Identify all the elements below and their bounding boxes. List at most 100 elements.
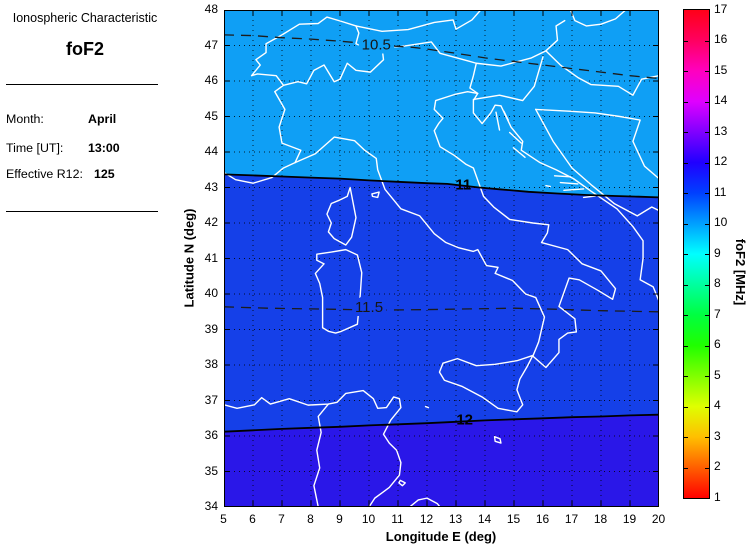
- x-tick-label: 5: [220, 512, 227, 526]
- divider-top: [6, 84, 158, 85]
- coastline-djerba: [409, 498, 439, 507]
- island-vis: [545, 185, 549, 186]
- colorbar-tick-label: 15: [714, 62, 728, 77]
- r12-field: Effective R12: 125: [6, 167, 176, 181]
- colorbar-tick-mark: [705, 437, 709, 438]
- r12-value: 125: [94, 167, 115, 181]
- y-tick-label: 37: [204, 392, 218, 407]
- colorbar-tick-mark: [684, 437, 688, 438]
- y-tick-label: 39: [204, 321, 218, 336]
- colorbar-tick-mark: [684, 193, 688, 194]
- y-tick-label: 46: [204, 73, 218, 87]
- x-tick-label: 19: [622, 512, 637, 526]
- y-tick-label: 34: [204, 499, 218, 513]
- contour-label-12: 12: [456, 411, 473, 428]
- contour-label-10.5: 10.5: [361, 36, 390, 53]
- plot-frame: [223, 9, 659, 507]
- colorbar-tick-mark: [684, 132, 688, 133]
- y-tick-label: 43: [204, 179, 218, 194]
- island-pag: [509, 132, 521, 143]
- colorbar-tick-label: 6: [714, 337, 721, 351]
- colorbar-tick-label: 7: [714, 306, 721, 321]
- y-tick-label: 42: [204, 215, 218, 229]
- y-tick-label: 38: [204, 357, 218, 371]
- island-hvar: [560, 182, 577, 183]
- colorbar-tick-mark: [684, 376, 688, 377]
- coastline-malta: [494, 436, 500, 442]
- border-austria-hungary: [545, 20, 564, 50]
- border-montenegro-albania: [614, 203, 659, 215]
- y-tick-label: 35: [204, 463, 218, 478]
- contour-line-10.5: [224, 34, 659, 78]
- x-tick-label: 12: [419, 512, 434, 526]
- colorbar-tick-mark: [705, 71, 709, 72]
- colorbar-tick-mark: [705, 101, 709, 103]
- colorbar-tick-label: 17: [714, 1, 728, 16]
- contour-line-12: [224, 414, 659, 431]
- colorbar-tick-mark: [705, 132, 709, 133]
- colorbar-tick-mark: [705, 315, 709, 316]
- x-tick-label: 14: [477, 512, 492, 526]
- coastline-sardinia: [315, 249, 361, 332]
- colorbar-tick-label: 5: [714, 367, 721, 382]
- y-tick-label: 44: [204, 144, 218, 158]
- island-cres: [496, 112, 499, 130]
- contour-label-11.5: 11.5: [354, 298, 382, 315]
- y-tick-label: 40: [204, 286, 218, 300]
- coastline-sicily: [439, 355, 532, 411]
- divider-bottom: [6, 211, 158, 212]
- colorbar-tick-mark: [705, 193, 709, 194]
- island-korcula: [563, 188, 583, 189]
- x-tick-label: 13: [448, 512, 463, 526]
- coastline-corsica: [326, 187, 355, 245]
- colorbar-tick-mark: [684, 345, 688, 347]
- y-tick-label: 48: [204, 2, 218, 16]
- colorbar-tick-mark: [705, 162, 709, 164]
- colorbar-tick-mark: [705, 467, 709, 469]
- colorbar-tick-label: 8: [714, 276, 721, 290]
- characteristic-name: foF2: [66, 39, 104, 59]
- contour-label-11: 11: [455, 176, 471, 193]
- border-slovenia-croatia: [473, 56, 543, 100]
- coastline-pantelleria: [425, 406, 428, 407]
- colorbar-tick-label: 16: [714, 32, 728, 46]
- x-tick-label: 16: [535, 512, 550, 526]
- colorbar-tick-mark: [684, 223, 688, 225]
- colorbar-tick-mark: [684, 467, 688, 469]
- x-tick-label: 7: [278, 512, 285, 526]
- colorbar-tick-mark: [705, 254, 709, 255]
- colorbar-tick-mark: [705, 345, 709, 347]
- panel-title: Ionospheric Characteristic: [12, 11, 158, 25]
- island-krk: [503, 111, 507, 120]
- x-tick-label: 6: [249, 512, 256, 526]
- colorbar-tick-mark: [705, 376, 709, 377]
- x-tick-label: 10: [361, 512, 376, 526]
- coastline-kerkennah: [398, 480, 404, 485]
- band-fill-below-12: [223, 414, 659, 507]
- month-value: April: [88, 112, 117, 126]
- colorbar-tick-label: 11: [714, 184, 727, 199]
- island-mljet: [583, 196, 595, 197]
- coastline-mainland-italy-balkans: [224, 91, 659, 367]
- border-croatia-bosnia: [535, 109, 613, 203]
- contour-line-11: [224, 174, 659, 197]
- island-brac: [554, 175, 570, 176]
- border-algeria-tunisia: [313, 404, 328, 507]
- y-tick-label: 47: [204, 37, 218, 52]
- y-tick-label: 41: [204, 250, 218, 265]
- border-austria-italy-slovenia: [382, 41, 659, 94]
- month-field: Month: April: [6, 112, 176, 126]
- y-axis-label: Latitude N (deg): [181, 208, 197, 308]
- colorbar-tick-mark: [684, 71, 688, 72]
- colorbar-tick-label: 3: [714, 428, 721, 443]
- x-tick-label: 11: [391, 512, 404, 526]
- x-tick-label: 20: [651, 512, 666, 526]
- colorbar-tick-mark: [684, 284, 688, 286]
- border-switzerland: [251, 17, 383, 85]
- x-axis-label: Longitude E (deg): [385, 529, 497, 544]
- map-plot: 10.5 11 11.5 12: [223, 9, 659, 507]
- colorbar-tick-mark: [684, 315, 688, 316]
- colorbar-tick-label: 10: [714, 215, 728, 229]
- island-dugi-otok: [513, 147, 525, 157]
- coastline-elba: [371, 192, 378, 197]
